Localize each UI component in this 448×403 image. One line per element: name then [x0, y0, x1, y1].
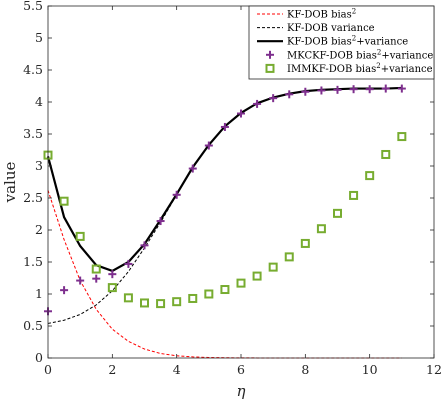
data-point: [204, 289, 214, 299]
legend-swatch-3: [266, 50, 274, 59]
x-tick-label: 2: [108, 362, 116, 377]
data-point: [204, 141, 213, 150]
data-point: [300, 238, 310, 248]
legend-label-2: KF-DOB bias2+variance: [287, 35, 408, 48]
axes: 0 2 4 6 8 10 12 0 0.5 1 1.5 2 2.5 3 3.5 4 4.5 5 5.5 η value: [1, 0, 442, 400]
legend-label-4: IMMKF-DOB bias2+variance: [287, 62, 433, 75]
y-tick-label: 0.5: [23, 318, 43, 333]
data-point: [268, 262, 278, 272]
y-tick-label: 4.5: [23, 62, 43, 77]
x-tick-label: 6: [237, 362, 245, 377]
data-point: [301, 87, 310, 96]
data-point: [172, 297, 182, 307]
y-tick-label: 1.5: [23, 254, 43, 269]
x-axis-label: η: [237, 382, 246, 400]
x-tick-label: 4: [173, 362, 181, 377]
data-point: [123, 293, 133, 303]
data-point: [124, 259, 133, 268]
data-point: [285, 90, 294, 99]
data-point: [381, 84, 390, 93]
x-tick-label: 0: [44, 362, 52, 377]
data-point: [333, 208, 342, 218]
data-point: [237, 109, 245, 118]
data-point: [108, 270, 117, 279]
data-point: [397, 132, 407, 142]
data-point: [140, 298, 149, 308]
series-markers-3: [44, 84, 406, 316]
data-point: [252, 271, 262, 281]
y-tick-label: 2: [35, 222, 43, 237]
data-point: [317, 86, 326, 95]
y-tick-label: 5: [35, 30, 43, 45]
data-point: [76, 276, 85, 285]
legend-label-1: KF-DOB variance: [287, 23, 375, 34]
data-point: [349, 85, 358, 94]
x-tick-label: 10: [362, 362, 378, 377]
x-tick-label: 8: [301, 362, 309, 377]
legend-label-3: MKCKF-DOB bias2+variance: [287, 48, 433, 61]
data-point: [156, 299, 166, 309]
data-point: [107, 283, 117, 293]
data-point: [59, 196, 69, 206]
data-point: [140, 241, 149, 250]
data-point: [92, 274, 101, 283]
y-tick-label: 0: [35, 350, 43, 365]
y-tick-label: 2.5: [23, 190, 43, 205]
data-point: [381, 149, 391, 159]
data-point: [75, 231, 85, 241]
y-tick-label: 5.5: [23, 0, 43, 13]
legend-box: [248, 5, 435, 80]
legend-label-0: KF-DOB bias2: [287, 8, 356, 21]
data-point: [349, 190, 359, 200]
data-point: [269, 94, 278, 103]
y-tick-label: 3: [35, 158, 43, 173]
data-point: [284, 252, 294, 262]
data-point: [365, 171, 375, 181]
y-tick-label: 4: [35, 94, 43, 109]
data-point: [188, 293, 198, 303]
y-axis-label: value: [1, 162, 19, 204]
data-point: [365, 85, 374, 94]
data-point: [253, 99, 262, 108]
data-point: [220, 122, 229, 131]
data-point: [316, 224, 326, 234]
data-point: [333, 85, 342, 94]
data-point: [156, 217, 165, 226]
data-point: [397, 84, 406, 93]
data-point: [188, 164, 197, 173]
y-tick-label: 3.5: [23, 126, 43, 141]
data-point: [172, 190, 181, 199]
x-tick-label: 12: [426, 362, 442, 377]
data-point: [60, 286, 69, 295]
legend-swatch-4: [265, 63, 275, 73]
data-point: [220, 285, 230, 295]
y-tick-label: 1: [35, 286, 43, 301]
series-markers-4: [43, 132, 407, 309]
data-point: [91, 264, 101, 274]
data-point: [236, 278, 246, 288]
